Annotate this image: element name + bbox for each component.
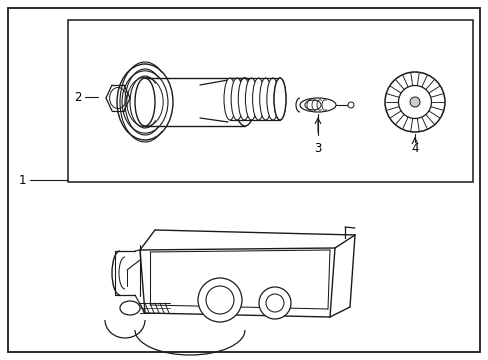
Ellipse shape bbox=[224, 78, 236, 120]
Text: 1: 1 bbox=[18, 174, 26, 186]
Ellipse shape bbox=[265, 294, 284, 312]
Ellipse shape bbox=[273, 78, 285, 120]
Ellipse shape bbox=[126, 77, 163, 127]
Text: 2: 2 bbox=[74, 90, 81, 104]
Ellipse shape bbox=[347, 102, 353, 108]
Ellipse shape bbox=[305, 100, 321, 110]
Ellipse shape bbox=[238, 78, 250, 120]
Bar bbox=[213, 293, 226, 307]
Ellipse shape bbox=[120, 301, 140, 315]
Ellipse shape bbox=[235, 78, 254, 126]
Ellipse shape bbox=[252, 78, 264, 120]
Ellipse shape bbox=[245, 78, 257, 120]
Ellipse shape bbox=[117, 64, 173, 140]
Ellipse shape bbox=[198, 278, 242, 322]
Bar bbox=[68, 20, 472, 182]
Ellipse shape bbox=[259, 287, 290, 319]
Ellipse shape bbox=[398, 86, 430, 118]
Text: 3: 3 bbox=[314, 142, 321, 155]
Ellipse shape bbox=[135, 78, 155, 126]
Ellipse shape bbox=[205, 286, 234, 314]
Ellipse shape bbox=[231, 78, 243, 120]
Ellipse shape bbox=[384, 72, 444, 132]
Ellipse shape bbox=[122, 71, 167, 133]
Ellipse shape bbox=[299, 98, 335, 112]
Ellipse shape bbox=[266, 78, 278, 120]
Ellipse shape bbox=[259, 78, 271, 120]
Ellipse shape bbox=[273, 78, 285, 120]
Text: 4: 4 bbox=[410, 142, 418, 155]
Ellipse shape bbox=[409, 97, 419, 107]
